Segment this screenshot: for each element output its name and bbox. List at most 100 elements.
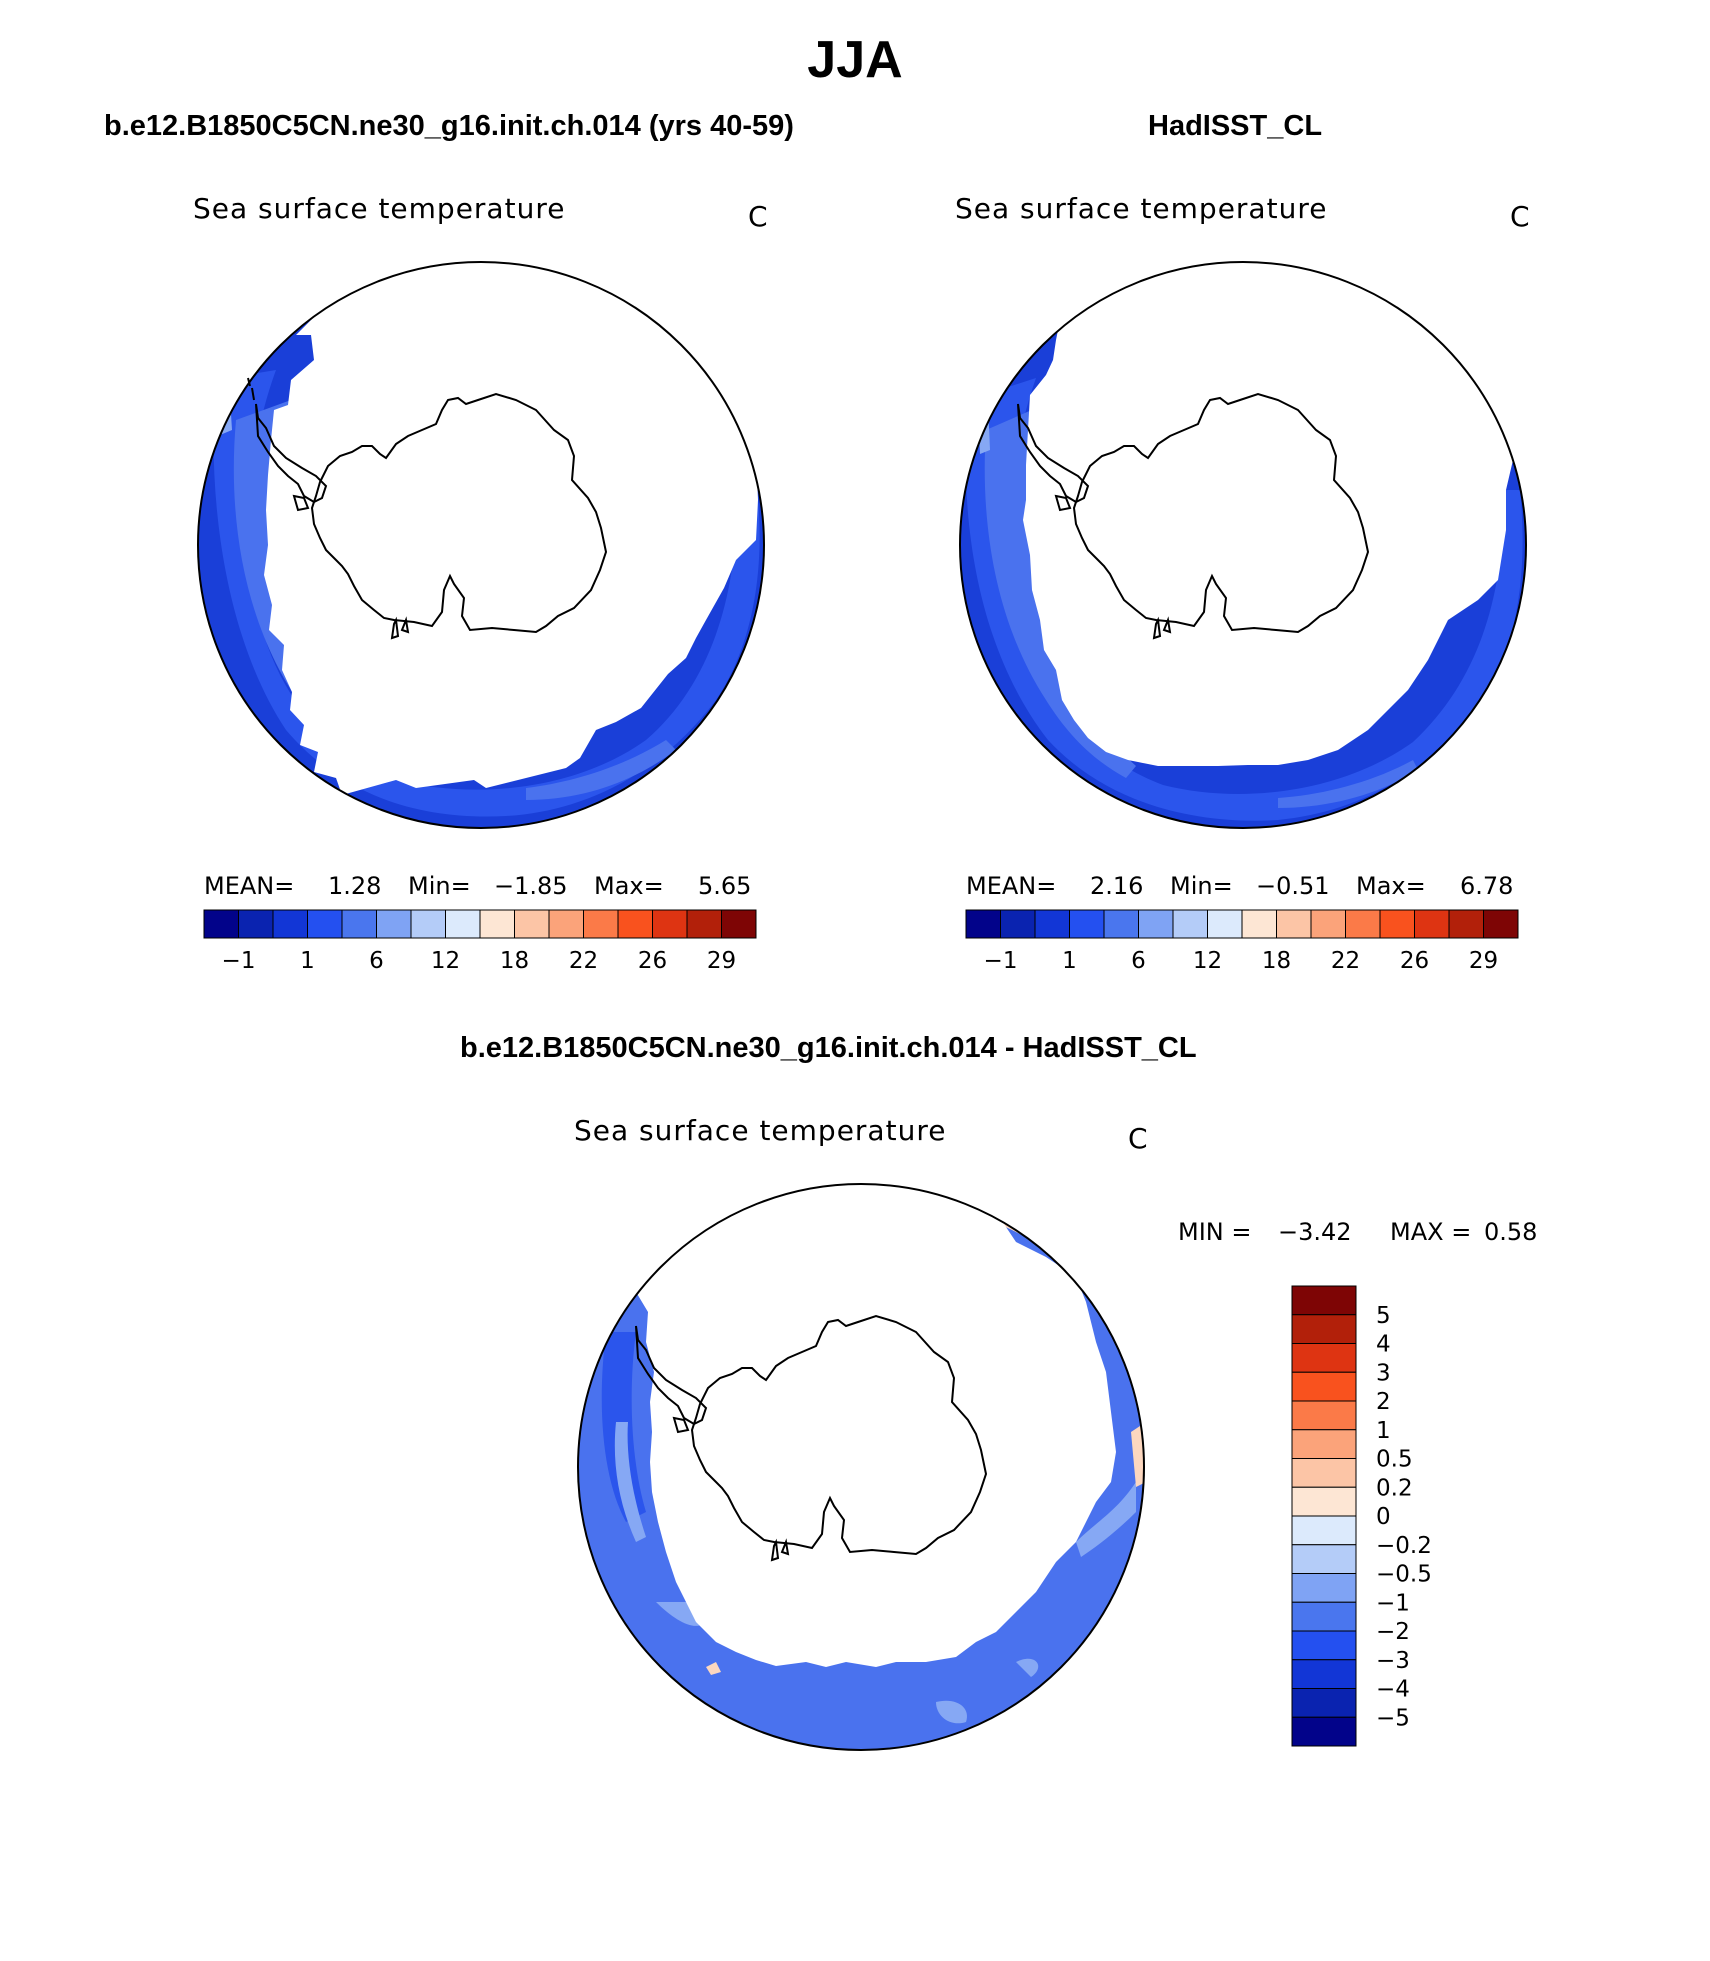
diff-colorbar-tick-label: 0.5 [1376, 1447, 1413, 1473]
obs-units: C [1510, 200, 1530, 233]
diff-colorbar-tick-label: −5 [1376, 1705, 1410, 1731]
model-mean-label: MEAN= [204, 872, 295, 900]
diff-colorbar-tick-label: 0.2 [1376, 1475, 1413, 1501]
diff-variable-name: Sea surface temperature [574, 1114, 947, 1147]
model-colorbar-swatch [652, 909, 688, 939]
obs-ice-region [1023, 262, 1513, 766]
obs-colorbar-swatch [1310, 909, 1346, 939]
model-min-value: −1.85 [494, 872, 568, 900]
diff-colorbar-tick-label: 4 [1376, 1332, 1391, 1358]
model-colorbar-swatch [410, 909, 446, 939]
diff-colorbar-tick-label: 2 [1376, 1389, 1391, 1415]
obs-colorbar-tick-label: −1 [984, 948, 1018, 974]
obs-colorbar-swatch [1000, 909, 1036, 939]
obs-colorbar-tick-label: 6 [1131, 948, 1146, 974]
diff-colorbar-swatch [1291, 1630, 1357, 1661]
model-polar-map [197, 261, 765, 829]
obs-colorbar-swatch [1483, 909, 1519, 939]
diff-colorbar-tick-label: −2 [1376, 1619, 1410, 1645]
diff-colorbar: 5 43 2 1 0.50.2 0 −0.2 −0.5−1 −2 −3 −4−5 [1291, 1285, 1432, 1747]
obs-colorbar-tick-label: 18 [1262, 948, 1291, 974]
obs-colorbar-swatch [1138, 909, 1174, 939]
diff-ice-region [636, 1184, 1116, 1667]
obs-colorbar-tick-label: 29 [1469, 948, 1498, 974]
obs-colorbar-swatch [1207, 909, 1243, 939]
obs-colorbar-tick-label: 12 [1193, 948, 1222, 974]
diff-colorbar-swatch [1291, 1573, 1357, 1603]
obs-mean-label: MEAN= [966, 872, 1057, 900]
obs-min-value: −0.51 [1256, 872, 1330, 900]
model-colorbar-swatch [376, 909, 412, 939]
obs-min-label: Min= [1170, 872, 1233, 900]
model-colorbar-swatch [686, 909, 722, 939]
obs-colorbar-swatch [1069, 909, 1105, 939]
diff-max-label: MAX = [1390, 1218, 1472, 1246]
obs-colorbar-swatch [1379, 909, 1415, 939]
obs-max-value: 6.78 [1460, 872, 1514, 900]
diff-colorbar-swatch [1291, 1659, 1357, 1689]
diff-colorbar-tick-label: −0.5 [1376, 1562, 1432, 1588]
model-colorbar-swatch [238, 909, 274, 939]
obs-colorbar-tick-label: 22 [1331, 948, 1360, 974]
model-colorbar-tick-label: 1 [300, 948, 315, 974]
diff-colorbar-swatch [1291, 1314, 1357, 1344]
diff-colorbar-swatch [1291, 1400, 1357, 1431]
diff-colorbar-swatch [1291, 1688, 1357, 1718]
model-mean-value: 1.28 [328, 872, 382, 900]
obs-colorbar-swatch [1103, 909, 1139, 939]
model-colorbar-tick-label: 18 [500, 948, 529, 974]
model-colorbar-tick-label: 29 [707, 948, 736, 974]
diff-units: C [1128, 1122, 1148, 1155]
diff-colorbar-swatch [1291, 1458, 1357, 1488]
model-colorbar-tick-label: 26 [638, 948, 667, 974]
model-max-value: 5.65 [698, 872, 752, 900]
obs-mean-value: 2.16 [1090, 872, 1144, 900]
model-colorbar-swatch [272, 909, 308, 939]
model-colorbar-swatch [514, 909, 550, 939]
diff-colorbar-swatch [1291, 1716, 1357, 1747]
obs-colorbar-swatch [1172, 909, 1208, 939]
model-colorbar-swatch [445, 909, 481, 939]
obs-max-label: Max= [1356, 872, 1426, 900]
diff-colorbar-tick-label: 1 [1376, 1418, 1391, 1444]
diff-colorbar-tick-label: 3 [1376, 1360, 1391, 1386]
model-colorbar: −1 1 6 12 18 22 26 29 [203, 909, 757, 974]
obs-case-title: HadISST_CL [1148, 110, 1323, 142]
model-antarctica-coastline [247, 377, 608, 640]
model-units: C [748, 200, 768, 233]
obs-colorbar-swatch [1414, 909, 1450, 939]
model-colorbar-swatch [548, 909, 584, 939]
obs-colorbar-swatch [965, 909, 1001, 939]
diff-colorbar-tick-label: −3 [1376, 1648, 1410, 1674]
model-case-title: b.e12.B1850C5CN.ne30_g16.init.ch.014 (yr… [104, 110, 794, 142]
diff-antarctica-coastline [635, 1314, 988, 1562]
diff-colorbar-swatch [1291, 1371, 1357, 1402]
model-colorbar-swatch [341, 909, 377, 939]
model-ice-region [264, 262, 758, 795]
diff-colorbar-tick-label: −1 [1376, 1590, 1410, 1616]
model-colorbar-tick-label: 6 [369, 948, 384, 974]
diff-colorbar-swatch [1291, 1285, 1357, 1316]
model-colorbar-swatch [479, 909, 515, 939]
diff-max-value: 0.58 [1484, 1218, 1538, 1246]
obs-variable-name: Sea surface temperature [955, 192, 1328, 225]
diff-colorbar-swatch [1291, 1515, 1357, 1546]
diff-colorbar-swatch [1291, 1544, 1357, 1574]
diff-colorbar-swatch [1291, 1343, 1357, 1373]
diff-colorbar-swatch [1291, 1429, 1357, 1459]
model-colorbar-tick-label: 12 [431, 948, 460, 974]
diff-colorbar-tick-label: −4 [1376, 1677, 1410, 1703]
diff-min-label: MIN = [1178, 1218, 1252, 1246]
model-colorbar-swatch [617, 909, 653, 939]
obs-colorbar-tick-label: 26 [1400, 948, 1429, 974]
diff-polar-map [577, 1183, 1145, 1751]
diff-colorbar-tick-label: 5 [1376, 1303, 1391, 1329]
model-colorbar-tick-label: 22 [569, 948, 598, 974]
obs-colorbar-swatch [1276, 909, 1312, 939]
diff-colorbar-tick-label: −0.2 [1376, 1533, 1432, 1559]
diff-colorbar-swatch [1291, 1601, 1357, 1632]
model-colorbar-swatch [203, 909, 239, 939]
obs-colorbar-swatch [1448, 909, 1484, 939]
figure-title: JJA [807, 31, 903, 89]
model-max-label: Max= [594, 872, 664, 900]
